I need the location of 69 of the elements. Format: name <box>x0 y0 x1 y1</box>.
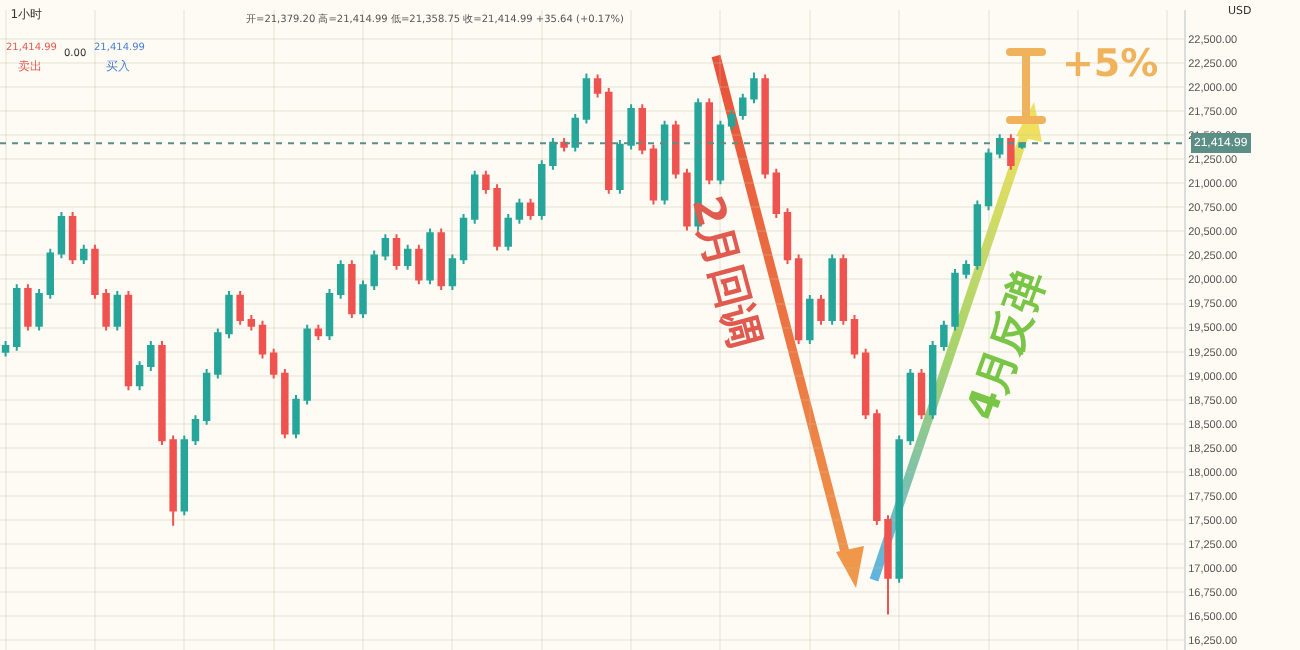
candlestick <box>560 137 568 153</box>
candlestick <box>124 290 133 392</box>
candlestick <box>839 253 848 326</box>
candlestick <box>593 73 602 99</box>
candlestick <box>348 259 356 319</box>
candlestick <box>538 159 546 221</box>
candlestick <box>202 367 211 426</box>
candlestick <box>772 167 781 219</box>
candlestick <box>605 86 613 195</box>
candlestick <box>35 288 43 332</box>
candlestick <box>392 233 401 271</box>
candlestick <box>325 288 334 342</box>
candlestick <box>68 211 77 266</box>
candlestick <box>57 211 66 260</box>
candlestick <box>24 283 32 332</box>
candlestick <box>314 323 323 342</box>
candlestick <box>895 434 903 584</box>
candlestick <box>269 347 278 380</box>
candlestick <box>258 319 267 360</box>
candlestick <box>236 290 244 326</box>
candlestick <box>437 227 445 292</box>
candlestick <box>1 340 10 358</box>
candlestick <box>1007 133 1015 171</box>
candlestick <box>917 367 926 421</box>
candlestick <box>850 314 859 360</box>
candlestick <box>526 197 535 221</box>
candlestick <box>336 259 345 300</box>
candlestick <box>381 233 390 262</box>
candlestick <box>504 213 512 252</box>
candlestick <box>549 137 557 171</box>
candlestick <box>861 347 870 421</box>
candlestick <box>46 247 54 300</box>
candlestick <box>147 340 155 372</box>
candlestick <box>828 253 836 326</box>
candlestick <box>448 253 457 292</box>
candlestick <box>727 109 736 132</box>
candlestick <box>906 367 915 446</box>
candlestick <box>716 119 725 186</box>
candlestick <box>571 112 579 153</box>
annotation: 2月回调 <box>682 190 770 354</box>
candlestick <box>426 227 434 286</box>
candlestick <box>649 143 658 206</box>
candlestick <box>984 147 993 212</box>
candlestick <box>660 119 669 206</box>
candlestick <box>415 243 423 286</box>
candlestick <box>705 97 714 186</box>
candlestick <box>928 340 937 421</box>
candlestick <box>806 293 814 345</box>
candlestick <box>817 293 825 326</box>
candlestick <box>135 360 144 392</box>
annotation: +5% <box>1062 42 1159 86</box>
annotation: 4月反弹 <box>956 263 1056 426</box>
candlestick <box>113 290 122 332</box>
candlestick <box>761 73 769 180</box>
candlestick <box>247 314 256 332</box>
candlestick <box>180 434 189 517</box>
candlestick <box>638 103 646 156</box>
candlestick <box>403 243 412 271</box>
candlestick <box>281 367 289 440</box>
candlestick <box>470 169 479 225</box>
candlestick <box>80 243 88 266</box>
candlestick <box>582 72 591 125</box>
candlestick <box>191 414 200 446</box>
candlestick <box>973 199 982 271</box>
candlestick <box>794 253 803 345</box>
candlestick <box>783 207 792 266</box>
candlestick <box>459 213 468 266</box>
candlestick <box>13 283 21 352</box>
candlestick <box>515 197 524 225</box>
